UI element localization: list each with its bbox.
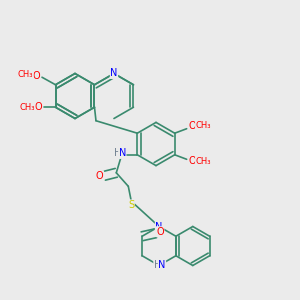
Text: CH₃: CH₃	[196, 121, 211, 130]
Text: O: O	[34, 102, 42, 112]
Text: N: N	[110, 68, 118, 79]
Text: O: O	[188, 121, 196, 131]
Text: H: H	[114, 148, 122, 158]
Text: CH₃: CH₃	[19, 103, 35, 112]
Text: N: N	[155, 221, 163, 232]
Text: O: O	[188, 156, 196, 166]
Text: CH₃: CH₃	[18, 70, 33, 79]
Text: N: N	[158, 260, 166, 271]
Text: S: S	[128, 200, 134, 210]
Text: O: O	[33, 71, 41, 81]
Text: H: H	[154, 260, 161, 271]
Text: CH₃: CH₃	[196, 157, 211, 166]
Text: N: N	[118, 148, 126, 158]
Text: O: O	[96, 171, 103, 181]
Text: O: O	[156, 227, 164, 237]
